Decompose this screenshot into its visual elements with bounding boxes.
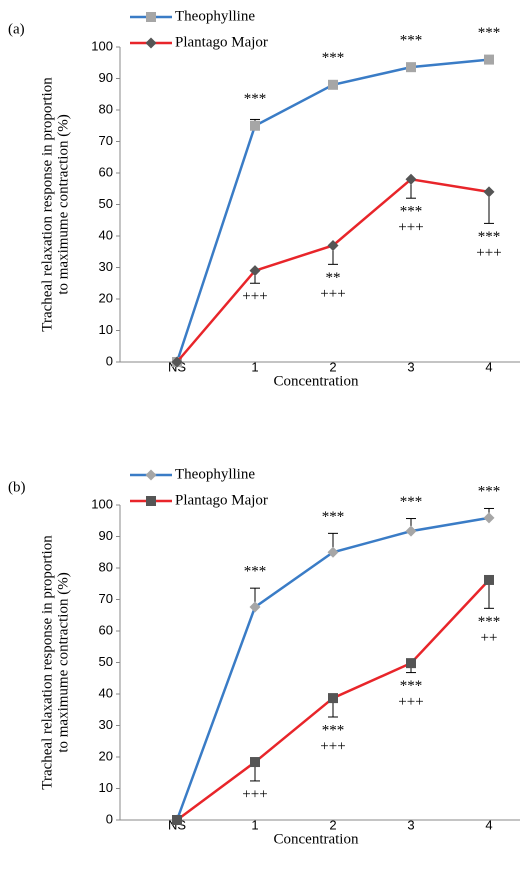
y-tick-label: 20: [99, 748, 113, 763]
y-tick-label: 100: [91, 496, 113, 511]
significance-label: ***: [478, 614, 501, 630]
y-tick-label: 70: [99, 591, 113, 606]
significance-label: ***: [322, 509, 345, 525]
data-point: [484, 54, 494, 65]
series-line: [175, 516, 490, 821]
significance-label: +++: [320, 286, 345, 302]
y-axis-label: to maximume contraction (%): [55, 572, 71, 752]
legend-marker: [145, 37, 157, 49]
significance-label: ***: [322, 50, 345, 66]
x-axis-label: Concentration: [274, 831, 359, 847]
legend-label: Theophylline: [175, 466, 255, 482]
data-point: [406, 658, 416, 669]
y-tick-label: 50: [99, 654, 113, 669]
legend-label: Plantago Major: [175, 34, 268, 50]
y-tick-label: 40: [99, 685, 113, 700]
y-tick-label: 60: [99, 622, 113, 637]
data-point: [250, 120, 260, 131]
x-tick-label: 1: [251, 817, 258, 832]
y-tick-label: 40: [99, 227, 113, 242]
data-point: [327, 239, 339, 251]
significance-label: ***: [322, 722, 345, 738]
data-point: [249, 601, 261, 613]
y-tick-label: 30: [99, 259, 113, 274]
legend-marker: [146, 496, 156, 506]
data-point: [483, 512, 495, 524]
significance-label: +++: [242, 289, 267, 305]
significance-label: ***: [478, 25, 501, 41]
panel-label: (b): [8, 479, 26, 495]
significance-label: +++: [320, 738, 345, 754]
y-axis-label: Tracheal relaxation response in proporti…: [39, 535, 55, 790]
y-tick-label: 10: [99, 780, 113, 795]
y-axis-label: to maximume contraction (%): [55, 114, 71, 294]
data-point: [328, 79, 338, 90]
data-point: [171, 356, 183, 368]
x-tick-label: 2: [329, 359, 336, 374]
significance-label: ***: [244, 564, 267, 580]
legend-label: Theophylline: [175, 8, 255, 24]
significance-label: +++: [242, 786, 267, 802]
y-tick-label: 80: [99, 101, 113, 116]
y-tick-label: 60: [99, 164, 113, 179]
significance-label: ***: [400, 494, 423, 510]
data-point: [405, 525, 417, 537]
significance-label: ***: [400, 33, 423, 49]
significance-label: +++: [476, 245, 501, 261]
significance-label: ***: [400, 678, 423, 694]
panel-label: (a): [8, 21, 25, 37]
x-tick-label: 4: [485, 817, 492, 832]
y-tick-label: 0: [106, 811, 113, 826]
x-tick-label: 3: [407, 817, 414, 832]
data-point: [406, 62, 416, 73]
y-tick-label: 80: [99, 559, 113, 574]
data-point: [249, 265, 261, 277]
data-point: [484, 574, 494, 585]
y-tick-label: 20: [99, 290, 113, 305]
data-point: [172, 815, 182, 825]
significance-label: ***: [400, 204, 423, 220]
significance-label: +++: [398, 694, 423, 710]
legend-marker: [146, 12, 156, 22]
significance-label: **: [326, 270, 341, 286]
y-tick-label: 100: [91, 38, 113, 53]
data-point: [327, 546, 339, 558]
y-tick-label: 0: [106, 353, 113, 368]
data-point: [250, 757, 260, 768]
data-point: [483, 186, 495, 198]
significance-label: ***: [478, 229, 501, 245]
x-axis-label: Concentration: [274, 373, 359, 389]
y-tick-label: 90: [99, 70, 113, 85]
y-tick-label: 10: [99, 322, 113, 337]
y-tick-label: 70: [99, 133, 113, 148]
data-point: [405, 173, 417, 185]
significance-label: +++: [398, 220, 423, 236]
series-line: [175, 58, 490, 363]
legend-marker: [145, 469, 157, 481]
y-axis-label: Tracheal relaxation response in proporti…: [39, 77, 55, 332]
y-tick-label: 90: [99, 528, 113, 543]
y-tick-label: 30: [99, 717, 113, 732]
significance-label: ***: [244, 91, 267, 107]
x-tick-label: 4: [485, 359, 492, 374]
x-tick-label: 1: [251, 359, 258, 374]
data-point: [328, 693, 338, 704]
significance-label: ***: [478, 483, 501, 499]
y-tick-label: 50: [99, 196, 113, 211]
legend-label: Plantago Major: [175, 492, 268, 508]
x-tick-label: 2: [329, 817, 336, 832]
significance-label: ++: [481, 630, 498, 646]
x-tick-label: 3: [407, 359, 414, 374]
